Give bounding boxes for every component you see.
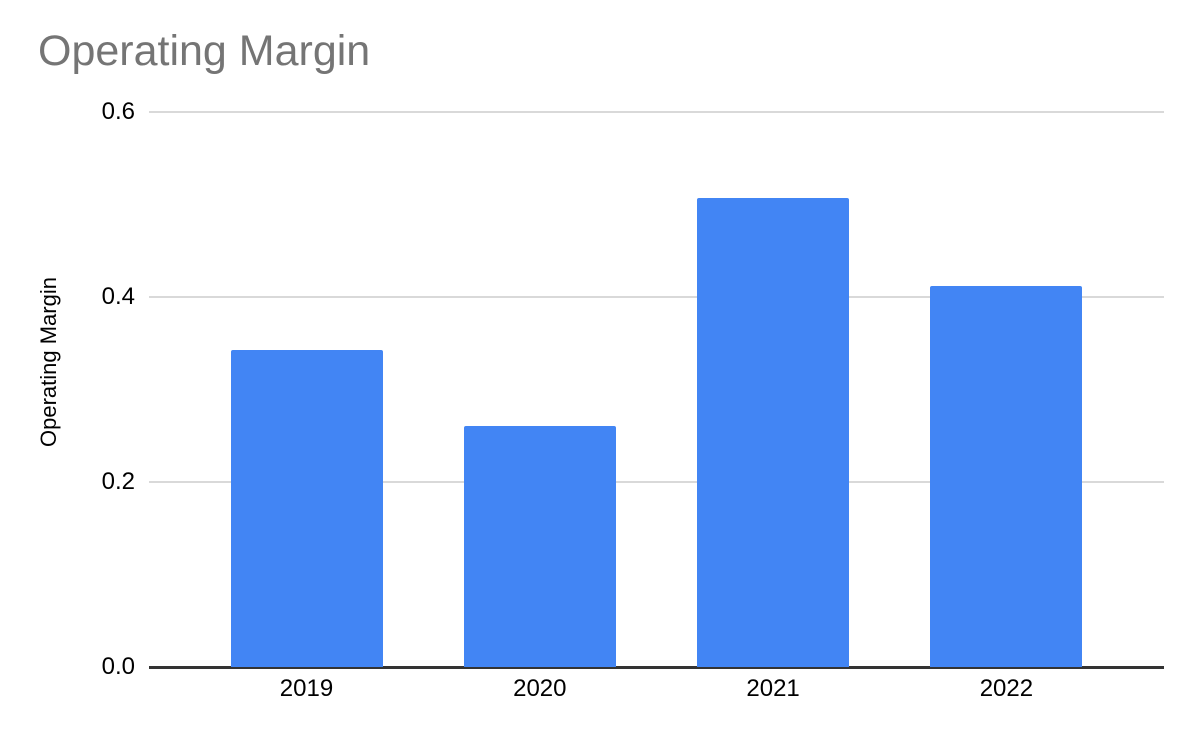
y-tick-label-0.6: 0.6 — [101, 98, 135, 125]
y-tick-label-0.2: 0.2 — [101, 468, 135, 495]
y-tick-label-0.4: 0.4 — [101, 283, 135, 310]
x-tick-label-2020: 2020 — [513, 675, 567, 702]
x-tick-label-2021: 2021 — [746, 675, 800, 702]
gridline-0.2 — [149, 481, 1164, 483]
bar-2022 — [930, 285, 1083, 667]
gridline-0.4 — [149, 296, 1164, 298]
bar-2019 — [230, 349, 383, 667]
x-tick-label-2019: 2019 — [279, 675, 334, 702]
plot-area — [149, 111, 1164, 669]
x-axis-line — [149, 666, 1164, 669]
bar-2021 — [697, 198, 850, 667]
gridline-0.6 — [149, 111, 1164, 113]
y-tick-label-0.0: 0.0 — [101, 653, 135, 680]
chart-title: Operating Margin — [38, 27, 371, 75]
bar-2020 — [463, 425, 616, 667]
x-tick-label-2022: 2022 — [979, 675, 1034, 702]
